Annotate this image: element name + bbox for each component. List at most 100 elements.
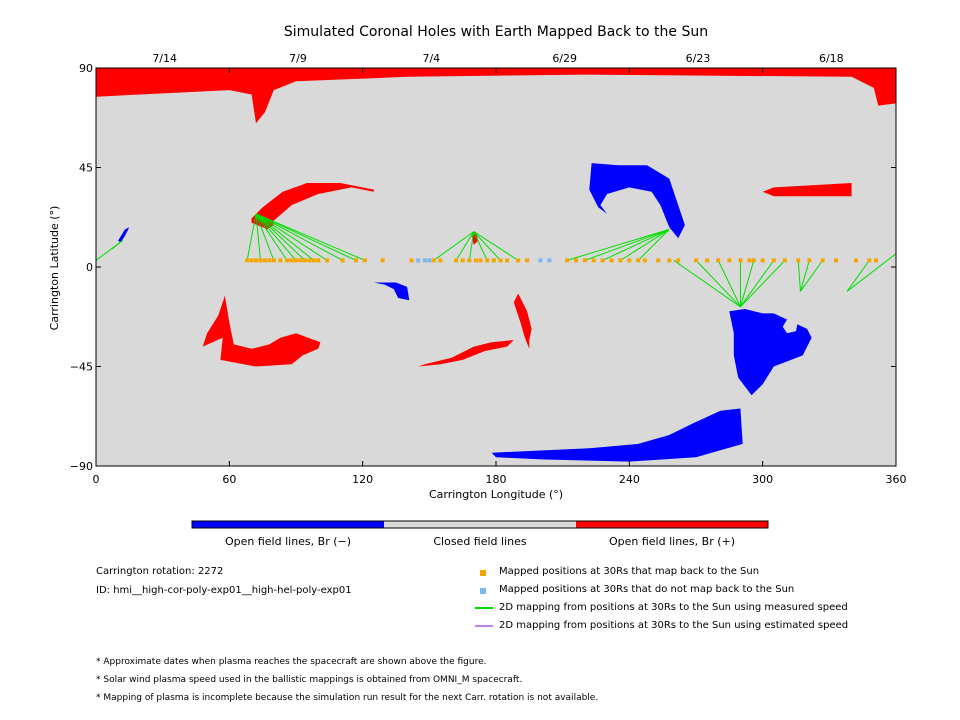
legend-mapped-swatch	[480, 570, 486, 576]
x-axis-label: Carrington Longitude (°)	[429, 488, 563, 501]
mapped-point-34	[516, 258, 521, 263]
measured-mapping-line-0-7	[255, 213, 328, 261]
measured-mapping-line-0-2	[255, 213, 275, 261]
mapped-point-41	[609, 258, 614, 263]
coronal-hole-positive-1	[251, 183, 374, 228]
unmapped-point-2	[427, 258, 432, 263]
mapped-point-0	[245, 258, 250, 263]
y-axis-label: Carrington Latitude (°)	[48, 206, 61, 331]
mapped-point-11	[298, 258, 303, 263]
mapped-point-26	[460, 258, 465, 263]
mapped-point-35	[525, 258, 530, 263]
mapped-point-60	[807, 258, 812, 263]
legend-unmapped-swatch	[480, 588, 486, 594]
coronal-hole-negative-8	[589, 163, 685, 239]
top-date-label-2: 7/4	[422, 52, 440, 65]
mapped-point-63	[854, 258, 858, 263]
mapped-point-20	[380, 258, 385, 263]
unmapped-point-4	[547, 258, 552, 263]
legend-mapped-label: Mapped positions at 30Rs that map back t…	[499, 566, 760, 577]
mapped-point-43	[627, 258, 632, 263]
mapped-point-8	[285, 258, 290, 263]
measured-mapping-line-3-2	[717, 260, 741, 308]
measured-mapping-line-0-1	[255, 213, 261, 261]
footnote-dates: * Approximate dates when plasma reaches …	[96, 657, 487, 667]
mapped-point-28	[474, 258, 478, 263]
mapped-point-14	[311, 258, 316, 263]
mapped-point-30	[485, 258, 490, 263]
mapped-point-1	[249, 258, 254, 263]
coronal-hole-positive-3	[762, 183, 852, 197]
unmapped-point-1	[422, 258, 427, 263]
mapped-point-17	[340, 258, 345, 263]
legend-estimated-label: 2D mapping from positions at 30Rs to the…	[499, 620, 849, 631]
measured-mapping-line-3-1	[695, 260, 741, 308]
mapped-point-57	[771, 258, 776, 263]
legend-unmapped-label: Mapped positions at 30Rs that do not map…	[499, 584, 795, 595]
measured-mapping-line-5-1	[111, 240, 123, 250]
footnote-incomplete: * Mapping of plasma is incomplete becaus…	[96, 693, 599, 703]
footnote-speed: * Solar wind plasma speed used in the ba…	[96, 675, 523, 685]
measured-mapping-line-4-1	[799, 260, 810, 292]
mapped-point-42	[618, 258, 623, 263]
measured-mapping-line-0-3	[255, 213, 288, 261]
mapped-point-47	[667, 258, 672, 263]
mapped-point-49	[694, 258, 698, 263]
measured-mapping-line-0-10	[255, 213, 366, 261]
coronal-hole-positive-5	[418, 340, 514, 367]
x-tick-label-2: 120	[352, 473, 373, 486]
measured-mapping-line-1-2	[468, 231, 475, 261]
top-date-label-1: 7/9	[289, 52, 307, 65]
mapped-point-58	[782, 258, 787, 263]
legend-estimated-line	[475, 625, 493, 627]
measured-mapping-line-1-0	[433, 231, 475, 261]
mapped-point-9	[289, 258, 294, 263]
top-date-label-3: 6/29	[552, 52, 577, 65]
mapped-point-19	[362, 258, 367, 263]
measured-mapping-line-2-3	[620, 228, 670, 261]
mapped-point-45	[642, 258, 647, 263]
colorbar-frame	[191, 520, 769, 529]
mapped-point-52	[727, 258, 732, 263]
mapped-point-51	[716, 258, 721, 263]
mapped-point-18	[354, 258, 358, 263]
x-tick-label-4: 240	[619, 473, 640, 486]
mapped-point-25	[454, 258, 458, 263]
mapped-point-48	[676, 258, 681, 263]
y-tick-label-4: 90	[79, 62, 93, 75]
measured-mapping-line-1-3	[473, 231, 488, 261]
mapped-point-59	[796, 258, 801, 263]
measured-mapping-line-0-9	[255, 213, 357, 261]
mapped-point-5	[267, 258, 272, 263]
mapped-point-2	[254, 258, 258, 263]
measured-mapping-line-3-6	[740, 260, 786, 308]
measured-mapping-line-0-8	[255, 213, 343, 261]
measured-mapping-line-0-0	[246, 213, 257, 261]
mapped-point-31	[491, 258, 496, 263]
legend-measured-label: 2D mapping from positions at 30Rs to the…	[499, 602, 848, 613]
mapped-point-65	[874, 258, 878, 263]
colorbar-segment-2	[576, 521, 768, 528]
measured-mapping-line-1-1	[455, 231, 475, 261]
top-date-label-0: 7/14	[152, 52, 177, 65]
closed-island-0	[782, 315, 799, 334]
colorbar-segment-0	[192, 521, 384, 528]
coronal-hole-positive-0	[96, 68, 896, 124]
mapped-point-36	[565, 258, 570, 263]
mapped-point-39	[591, 258, 596, 263]
y-tick-label-2: 0	[86, 261, 93, 274]
mapped-point-37	[574, 258, 578, 263]
coronal-hole-negative-12	[491, 408, 743, 462]
measured-mapping-line-2-1	[584, 228, 670, 261]
mapped-point-32	[498, 258, 503, 263]
unmapped-point-3	[538, 258, 543, 263]
mapped-point-24	[438, 258, 443, 263]
mapped-point-16	[325, 258, 330, 263]
mapped-point-27	[467, 258, 472, 263]
top-date-label-4: 6/23	[686, 52, 711, 65]
carrington-rotation-text: Carrington rotation: 2272	[96, 566, 224, 577]
y-tick-label-1: −45	[70, 361, 93, 374]
top-date-label-5: 6/18	[819, 52, 844, 65]
mapped-point-56	[760, 258, 765, 263]
